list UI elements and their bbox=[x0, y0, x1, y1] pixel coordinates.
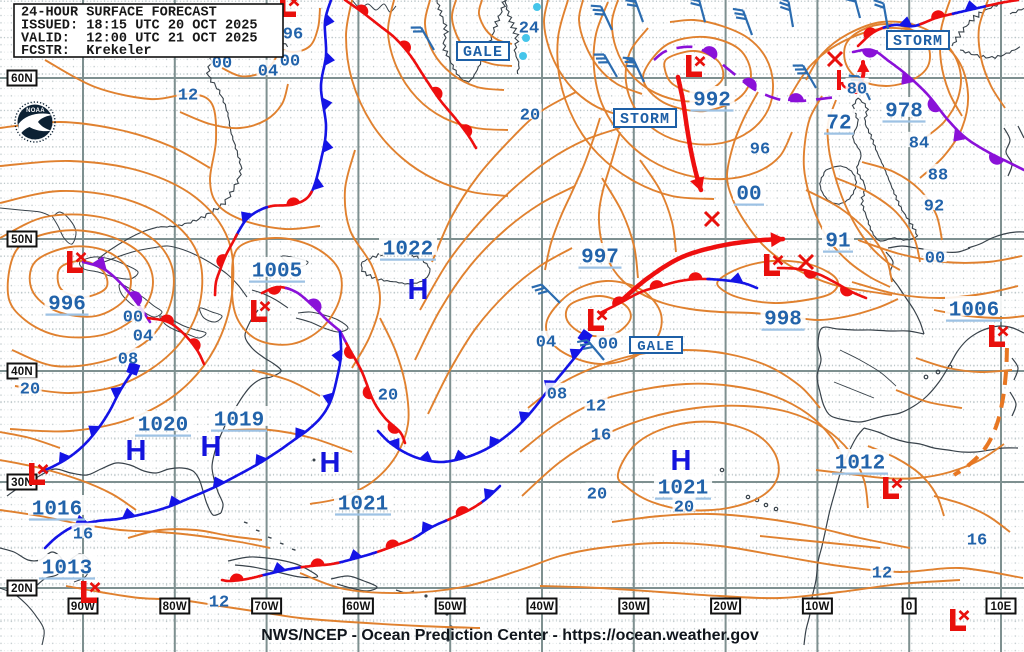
svg-text:H: H bbox=[671, 445, 692, 477]
svg-text:90W: 90W bbox=[71, 601, 95, 613]
svg-text:96: 96 bbox=[750, 140, 770, 159]
svg-text:16: 16 bbox=[73, 525, 93, 544]
svg-text:1012: 1012 bbox=[835, 453, 885, 476]
svg-text:20: 20 bbox=[20, 380, 40, 399]
svg-text:GALE: GALE bbox=[637, 339, 675, 355]
svg-text:NWS/NCEP - Ocean Prediction Ce: NWS/NCEP - Ocean Prediction Center - htt… bbox=[261, 627, 759, 644]
svg-text:16: 16 bbox=[967, 531, 987, 550]
svg-text:20: 20 bbox=[378, 386, 398, 405]
svg-text:04: 04 bbox=[536, 333, 556, 352]
svg-text:30W: 30W bbox=[622, 601, 646, 613]
svg-text:12: 12 bbox=[209, 593, 229, 612]
svg-text:88: 88 bbox=[928, 166, 948, 185]
svg-text:STORM: STORM bbox=[893, 33, 943, 50]
svg-text:10E: 10E bbox=[990, 601, 1011, 613]
svg-text:24-HOUR SURFACE FORECAST: 24-HOUR SURFACE FORECAST bbox=[21, 6, 217, 21]
svg-text:20N: 20N bbox=[11, 583, 33, 595]
svg-text:72: 72 bbox=[826, 113, 851, 136]
svg-text:1006: 1006 bbox=[949, 300, 999, 323]
svg-text:00: 00 bbox=[598, 335, 618, 354]
svg-text:H: H bbox=[408, 274, 429, 306]
svg-text:992: 992 bbox=[693, 90, 731, 113]
svg-text:00: 00 bbox=[925, 249, 945, 268]
svg-text:20: 20 bbox=[520, 106, 540, 125]
svg-text:60N: 60N bbox=[11, 73, 33, 85]
svg-text:08: 08 bbox=[118, 350, 138, 369]
svg-text:60W: 60W bbox=[346, 601, 370, 613]
svg-text:1013: 1013 bbox=[42, 558, 92, 581]
svg-text:04: 04 bbox=[258, 62, 278, 81]
svg-text:80: 80 bbox=[847, 80, 867, 99]
svg-text:1016: 1016 bbox=[32, 499, 82, 522]
svg-text:50N: 50N bbox=[11, 234, 33, 246]
svg-text:08: 08 bbox=[547, 385, 567, 404]
svg-text:1021: 1021 bbox=[338, 494, 388, 517]
svg-text:92: 92 bbox=[924, 197, 944, 216]
svg-text:70W: 70W bbox=[254, 601, 278, 613]
svg-text:FCSTR: Krekeler: FCSTR: Krekeler bbox=[21, 44, 152, 59]
svg-text:00: 00 bbox=[212, 54, 232, 73]
svg-text:84: 84 bbox=[909, 134, 929, 153]
svg-text:H: H bbox=[126, 435, 147, 467]
svg-text:997: 997 bbox=[581, 247, 619, 270]
svg-text:00: 00 bbox=[123, 308, 143, 327]
svg-text:1005: 1005 bbox=[252, 261, 302, 284]
svg-text:0: 0 bbox=[906, 601, 913, 613]
svg-text:VALID: 12:00 UTC 21 OCT 2025: VALID: 12:00 UTC 21 OCT 2025 bbox=[21, 32, 258, 47]
svg-text:96: 96 bbox=[283, 25, 303, 44]
svg-text:50W: 50W bbox=[438, 601, 462, 613]
svg-text:1020: 1020 bbox=[138, 415, 188, 438]
svg-text:12: 12 bbox=[872, 564, 892, 583]
svg-text:ISSUED: 18:15 UTC 20 OCT 2025: ISSUED: 18:15 UTC 20 OCT 2025 bbox=[21, 19, 258, 34]
svg-text:978: 978 bbox=[885, 101, 923, 124]
svg-text:20W: 20W bbox=[713, 601, 737, 613]
svg-text:40N: 40N bbox=[11, 366, 33, 378]
svg-text:40W: 40W bbox=[530, 601, 554, 613]
svg-text:12: 12 bbox=[178, 86, 198, 105]
svg-text:20: 20 bbox=[674, 498, 694, 517]
svg-text:NOAA: NOAA bbox=[26, 108, 45, 114]
svg-text:00: 00 bbox=[280, 52, 300, 71]
svg-text:998: 998 bbox=[764, 309, 802, 332]
svg-text:996: 996 bbox=[48, 294, 86, 317]
svg-text:STORM: STORM bbox=[620, 111, 670, 128]
svg-text:12: 12 bbox=[586, 397, 606, 416]
svg-text:10W: 10W bbox=[805, 601, 829, 613]
svg-text:1022: 1022 bbox=[383, 239, 433, 262]
svg-text:00: 00 bbox=[736, 184, 761, 207]
svg-text:GALE: GALE bbox=[463, 44, 503, 61]
svg-text:04: 04 bbox=[133, 327, 153, 346]
svg-text:16: 16 bbox=[591, 426, 611, 445]
svg-text:H: H bbox=[201, 431, 222, 463]
svg-text:24: 24 bbox=[519, 19, 539, 38]
svg-text:91: 91 bbox=[825, 231, 850, 254]
svg-text:H: H bbox=[320, 447, 341, 479]
svg-text:20: 20 bbox=[587, 485, 607, 504]
svg-text:80W: 80W bbox=[163, 601, 187, 613]
svg-text:1021: 1021 bbox=[658, 478, 708, 501]
svg-text:1019: 1019 bbox=[214, 410, 264, 433]
svg-text:30N: 30N bbox=[11, 477, 33, 489]
